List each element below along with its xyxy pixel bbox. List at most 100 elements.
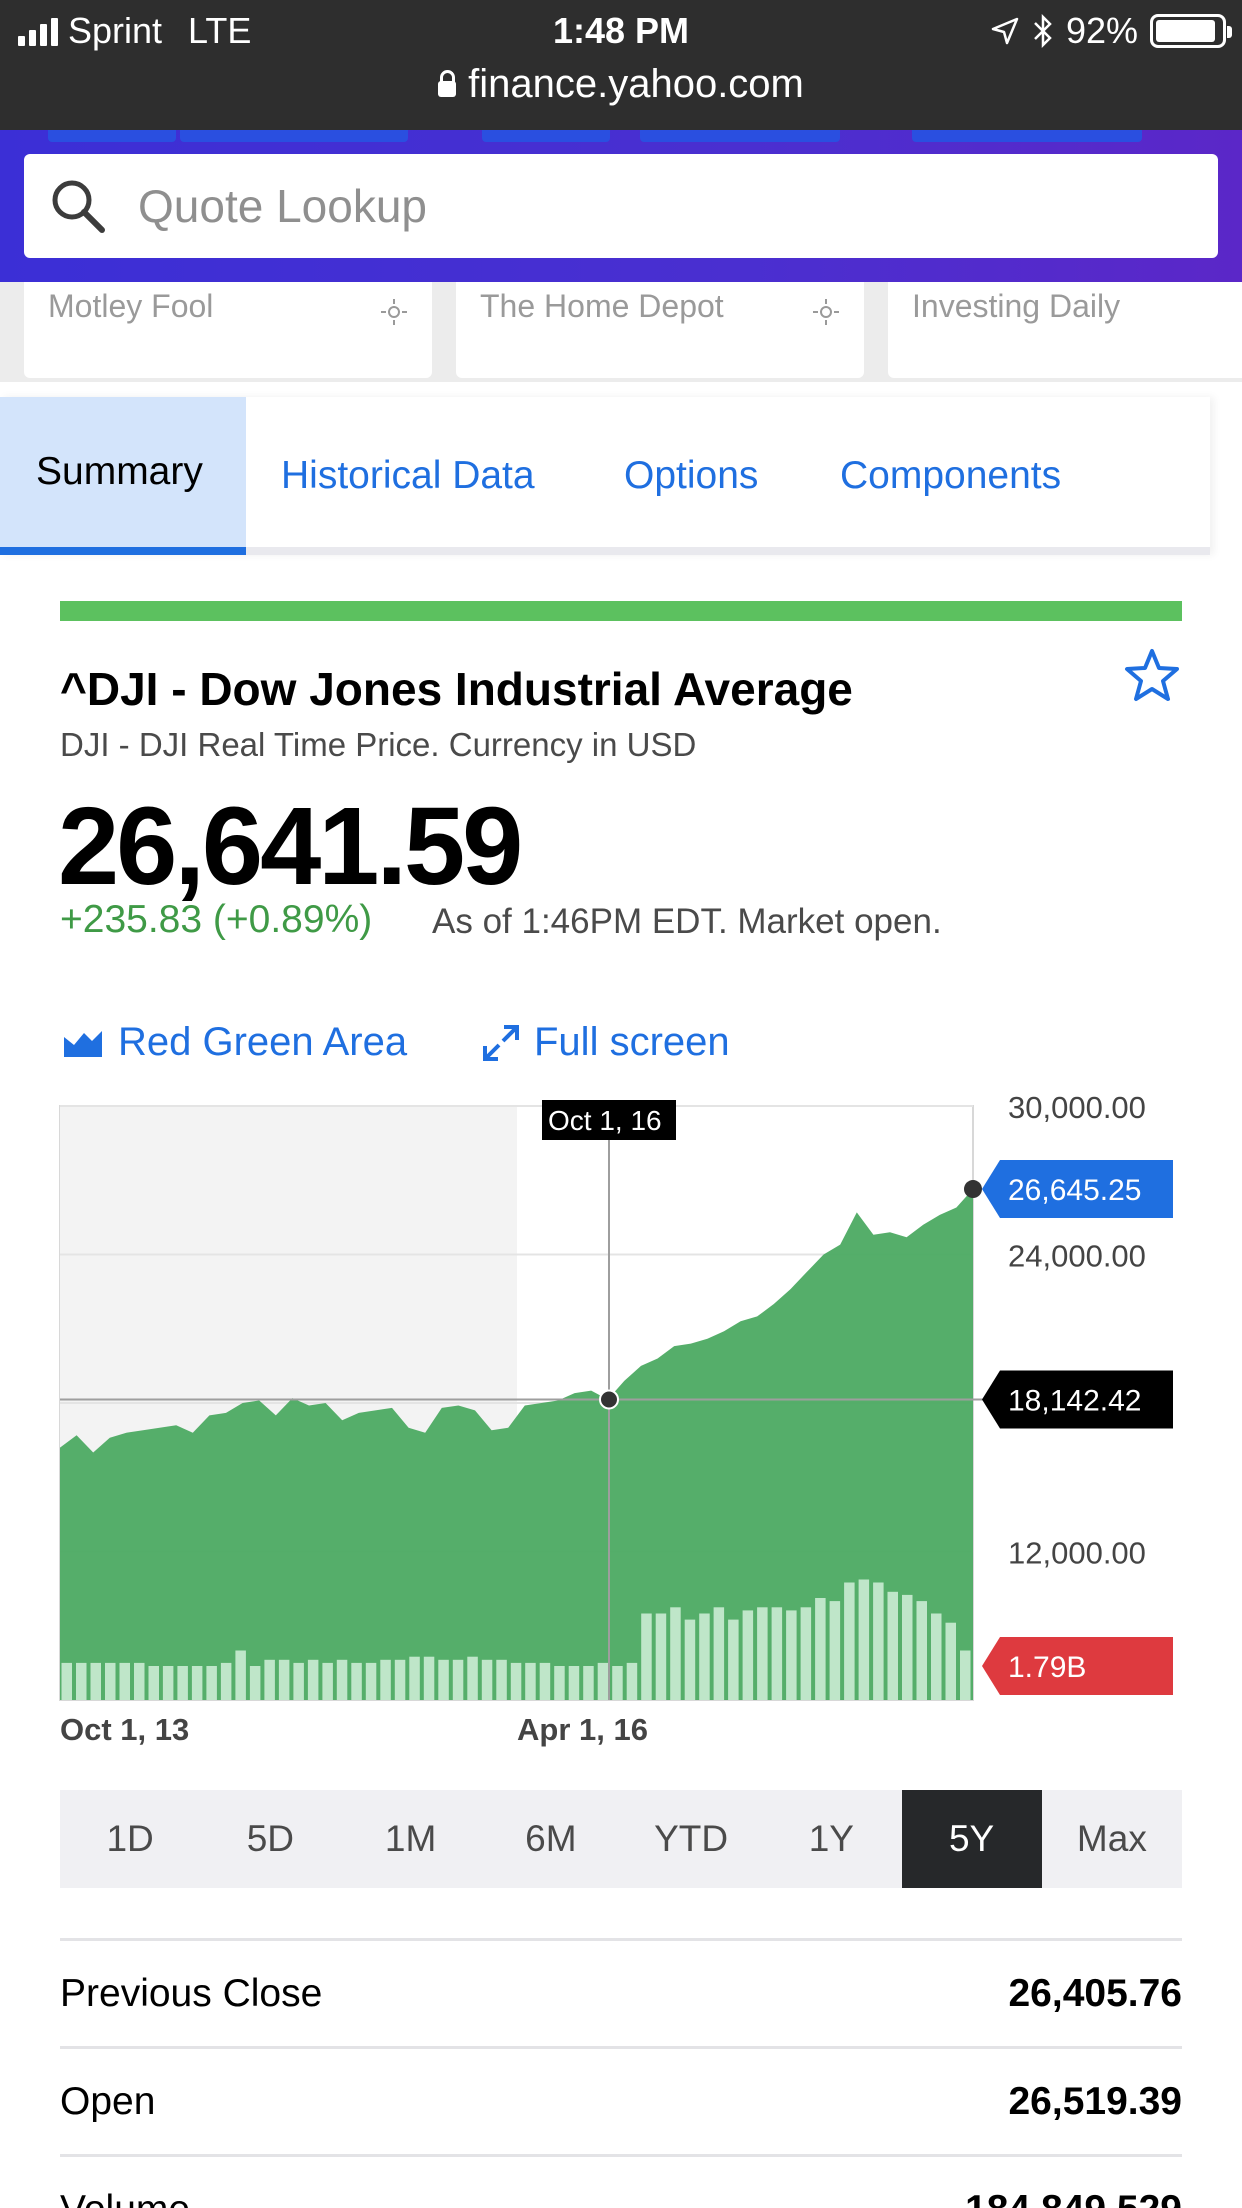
y-tick-label: 12,000.00 xyxy=(1008,1536,1146,1571)
price-change: +235.83 (+0.89%) xyxy=(60,898,373,941)
last-price-label: 26,645.25 xyxy=(1008,1174,1141,1207)
volume-bar xyxy=(684,1619,696,1700)
volume-bar xyxy=(322,1662,333,1700)
volume-bar xyxy=(191,1666,203,1700)
price-chart[interactable]: 30,000.00 24,000.00 12,000.00 Oct 1, 13 Apr … xyxy=(0,1090,1242,1770)
chart-type-button[interactable]: Red Green Area xyxy=(62,1020,407,1065)
tab-options[interactable]: Options xyxy=(624,454,759,497)
range-max[interactable]: Max xyxy=(1076,1818,1147,1859)
volume-bar xyxy=(380,1659,391,1700)
volume-bar xyxy=(264,1659,275,1700)
full-screen-button[interactable]: Full screen xyxy=(482,1020,730,1065)
range-1m[interactable]: 1M xyxy=(384,1818,437,1859)
volume-bar xyxy=(655,1613,667,1700)
stat-row: Previous Close 26,405.76 xyxy=(60,1938,1182,2046)
range-selector: 1D 5D 1M 6M YTD 1Y 5Y Max xyxy=(60,1790,1182,1888)
news-card[interactable]: The Home Depot xyxy=(456,282,864,378)
range-ytd[interactable]: YTD xyxy=(654,1818,729,1859)
stat-label: Volume xyxy=(60,2188,190,2208)
range-6m[interactable]: 6M xyxy=(525,1818,577,1859)
clock: 1:48 PM xyxy=(552,10,690,51)
stat-value: 26,519.39 xyxy=(1008,2079,1182,2123)
volume-bar xyxy=(960,1650,971,1700)
crosshair-point xyxy=(599,1389,619,1410)
news-card-source: The Home Depot xyxy=(480,288,724,324)
volume-bar xyxy=(220,1662,232,1700)
tab-historical-data[interactable]: Historical Data xyxy=(281,454,535,497)
volume-bar xyxy=(554,1666,565,1700)
current-price: 26,641.59 xyxy=(58,785,523,908)
volume-bar xyxy=(452,1659,464,1700)
volume-bar xyxy=(119,1662,130,1700)
last-volume-badge xyxy=(982,1637,1173,1695)
volume-bar xyxy=(365,1662,377,1700)
volume-bar xyxy=(670,1607,681,1700)
news-card[interactable]: Investing Daily xyxy=(888,282,1242,378)
volume-bar xyxy=(844,1582,855,1700)
volume-bar xyxy=(162,1666,174,1700)
quote-tabs: Summary Historical Data Options Componen… xyxy=(0,397,1210,555)
sponsored-icon xyxy=(381,299,407,325)
lock-icon xyxy=(438,69,457,97)
volume-bar xyxy=(206,1666,217,1700)
volume-bar xyxy=(858,1579,870,1700)
news-card-source: Motley Fool xyxy=(48,288,214,324)
last-volume-label: 1.79B xyxy=(1008,1651,1086,1684)
bluetooth-icon xyxy=(1034,14,1052,48)
crosshair-date-label: Oct 1, 16 xyxy=(548,1105,662,1136)
volume-bar xyxy=(757,1607,768,1700)
stat-row: Open 26,519.39 xyxy=(60,2046,1182,2154)
news-carousel[interactable]: Motley Fool The Home Depot Investing Dai… xyxy=(0,282,1242,382)
quote-stats: Previous Close 26,405.76 Open 26,519.39 … xyxy=(60,1938,1182,2208)
crosshair-date-badge xyxy=(542,1100,676,1140)
expand-icon xyxy=(483,1024,519,1061)
market-status-bar xyxy=(60,601,1182,621)
area-chart-icon xyxy=(64,1030,102,1057)
volume-bar xyxy=(467,1656,478,1700)
battery-percent: 92% xyxy=(1065,10,1138,51)
volume-bar xyxy=(583,1666,594,1700)
carrier: Sprint xyxy=(68,10,163,51)
range-5d[interactable]: 5D xyxy=(246,1818,295,1859)
volume-bar xyxy=(786,1610,797,1700)
volume-bar xyxy=(699,1613,710,1700)
search-icon xyxy=(52,180,105,233)
search-input[interactable]: Quote Lookup xyxy=(24,154,1218,258)
range-1d[interactable]: 1D xyxy=(106,1818,154,1859)
watchlist-star-icon[interactable] xyxy=(1122,646,1182,706)
volume-bar xyxy=(771,1607,783,1700)
volume-bar xyxy=(409,1656,420,1700)
full-screen-label: Full screen xyxy=(534,1020,730,1064)
quote-timestamp: As of 1:46PM EDT. Market open. xyxy=(432,902,942,941)
volume-bar xyxy=(829,1601,841,1700)
y-tick-label: 24,000.00 xyxy=(1008,1239,1146,1274)
status-bar: Sprint LTE 1:48 PM 92% finance.yahoo.com xyxy=(0,0,1242,130)
volume-bar xyxy=(902,1594,913,1700)
address-bar[interactable]: finance.yahoo.com xyxy=(0,62,1242,107)
price-area-series xyxy=(60,1189,973,1700)
tab-components[interactable]: Components xyxy=(840,454,1062,497)
volume-bar xyxy=(742,1610,754,1700)
volume-bar xyxy=(61,1662,72,1700)
network: LTE xyxy=(188,10,252,51)
volume-bar xyxy=(235,1650,246,1700)
volume-bar xyxy=(800,1607,812,1700)
location-icon xyxy=(991,17,1019,45)
y-tick-label: 30,000.00 xyxy=(1008,1090,1146,1125)
search-placeholder: Quote Lookup xyxy=(138,180,428,232)
volume-bar xyxy=(713,1607,725,1700)
volume-bar xyxy=(423,1656,435,1700)
tab-summary[interactable]: Summary xyxy=(0,397,246,555)
volume-bar xyxy=(148,1666,159,1700)
range-1y[interactable]: 1Y xyxy=(808,1818,854,1859)
volume-bar xyxy=(916,1601,927,1700)
status-right: 92% xyxy=(990,10,1232,52)
news-card-source: Investing Daily xyxy=(912,288,1121,324)
volume-bar xyxy=(626,1662,638,1700)
volume-bar xyxy=(931,1613,942,1700)
volume-bar xyxy=(336,1659,348,1700)
stat-label: Open xyxy=(60,2079,156,2123)
range-5y[interactable]: 5Y xyxy=(901,1790,1042,1888)
volume-bar xyxy=(496,1659,507,1700)
news-card[interactable]: Motley Fool xyxy=(24,282,432,378)
